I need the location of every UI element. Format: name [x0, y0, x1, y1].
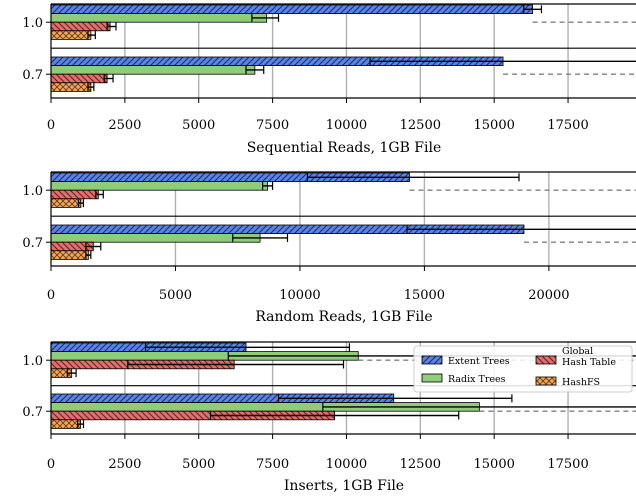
- x-axis-label: Inserts, 1GB File: [284, 478, 404, 494]
- category-label: 1.0: [22, 16, 43, 31]
- bar-radix-trees-0.7: [50, 233, 261, 243]
- x-tick-label: 10000: [326, 118, 367, 133]
- x-tick-label: 2500: [108, 118, 141, 133]
- x-axis-label: Random Reads, 1GB File: [255, 309, 432, 325]
- bar-radix-trees-1.0: [50, 13, 268, 23]
- x-tick-label: 12500: [400, 457, 441, 472]
- bar-radix-trees-1.0: [50, 181, 268, 191]
- legend-label: Global: [562, 346, 593, 357]
- bar-hashfs-1.0: [50, 198, 82, 208]
- legend-label: Extent Trees: [448, 356, 510, 367]
- x-tick-label: 5000: [182, 118, 215, 133]
- bar-hashfs-0.7: [50, 419, 81, 429]
- x-tick-label: 17500: [547, 118, 588, 133]
- x-tick-label: 0: [47, 288, 55, 303]
- x-tick-label: 7500: [256, 457, 289, 472]
- legend-label: Radix Trees: [448, 374, 506, 385]
- x-tick-label: 0: [47, 457, 55, 472]
- category-label: 1.0: [22, 184, 43, 199]
- bar-hashfs-0.7: [50, 82, 92, 92]
- x-tick-label: 5000: [182, 457, 215, 472]
- bar-hashfs-1.0: [50, 30, 92, 40]
- legend-swatch: [535, 376, 557, 386]
- legend-swatch: [421, 355, 443, 365]
- x-tick-label: 10000: [326, 457, 367, 472]
- x-tick-label: 0: [47, 118, 55, 133]
- charts-layer: 1.0 0.7 0 2500 5000 7500 10000 12500 15000 17500 S…: [22, 3, 636, 494]
- x-tick-label: 15000: [474, 118, 515, 133]
- x-tick-label: 5000: [159, 288, 192, 303]
- category-label: 0.7: [22, 405, 43, 420]
- chart-panel-2: 1.0 0.7 0 5000 10000 15000 20000 Random Reads, …: [22, 171, 636, 325]
- x-tick-label: 7500: [256, 118, 289, 133]
- category-label: 0.7: [22, 236, 43, 251]
- bar-hashfs-0.7: [50, 250, 89, 260]
- x-tick-label: 17500: [547, 457, 588, 472]
- x-tick-label: 15000: [404, 288, 445, 303]
- chart-panel-1: 1.0 0.7 0 2500 5000 7500 10000 12500 15000 17500 S…: [22, 3, 636, 156]
- legend-swatch: [535, 355, 557, 365]
- x-tick-label: 12500: [400, 118, 441, 133]
- x-tick-label: 20000: [528, 288, 569, 303]
- legend-swatch: [421, 373, 443, 383]
- bar-global-hash-table-0.7: [50, 73, 108, 84]
- bar-global-hash-table-1.0: [50, 189, 99, 200]
- legend-label: HashFS: [562, 377, 600, 388]
- legend-box: [413, 345, 633, 393]
- x-tick-label: 10000: [279, 288, 320, 303]
- x-tick-label: 15000: [474, 457, 515, 472]
- category-label: 1.0: [22, 354, 43, 369]
- x-tick-label: 2500: [108, 457, 141, 472]
- x-axis-label: Sequential Reads, 1GB File: [247, 140, 442, 156]
- bar-extent-trees-1.0: [50, 4, 533, 15]
- category-label: 0.7: [22, 68, 43, 83]
- legend-label: Hash Table: [562, 357, 616, 368]
- bar-radix-trees-0.7: [50, 65, 256, 75]
- bar-global-hash-table-1.0: [50, 21, 111, 32]
